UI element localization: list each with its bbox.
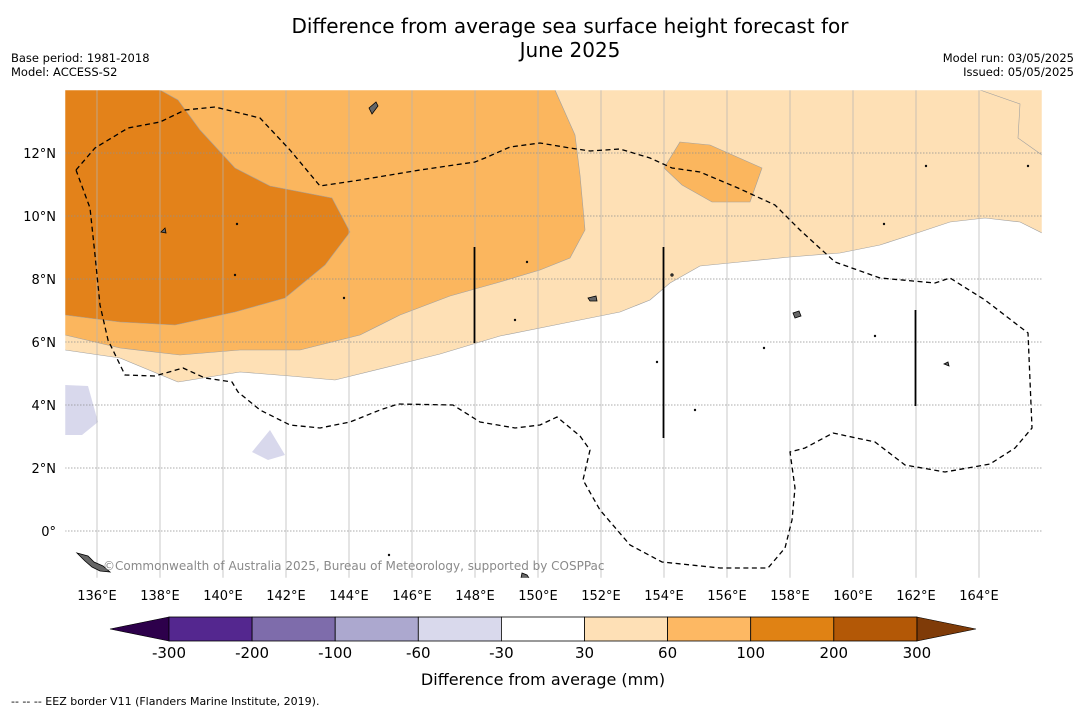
meta-right: Model run: 03/05/2025 Issued: 05/05/2025 [943,51,1074,79]
latitude-label: 10°N [23,210,56,225]
copyright-note: ©Commonwealth of Australia 2025, Bureau … [103,559,605,573]
longitude-label: 144°E [329,589,369,604]
anomaly-patch-medium [664,142,762,202]
contour-line [979,90,1042,156]
island [882,222,886,226]
island [342,296,346,300]
colorbar-label: Difference from average (mm) [421,670,665,689]
island [670,273,674,277]
model-name: Model: ACCESS-S2 [11,65,118,79]
colorbar-tick-label: 100 [736,644,765,662]
colorbar-cell [500,616,585,642]
longitude-label: 146°E [392,589,432,604]
colorbar-tick-label: -100 [318,644,352,662]
longitude-label: 136°E [77,589,117,604]
latitude-label: 6°N [32,336,57,351]
island [587,295,598,302]
colorbar-cell [334,616,419,642]
colorbar-tick-label: 60 [658,644,677,662]
colorbar-tick-label: 30 [575,644,594,662]
island [513,318,517,322]
colorbar-cell [833,616,918,642]
island [520,572,530,578]
island [160,227,167,234]
colorbar-cell [168,616,253,642]
latitude-label: 12°N [23,147,56,162]
longitude-label: 150°E [518,589,558,604]
longitude-label: 138°E [140,589,180,604]
colorbar-tick-label: -200 [235,644,269,662]
longitude-label: 148°E [455,589,495,604]
eez-borders [75,106,1033,569]
title-line-1: Difference from average sea surface heig… [291,14,849,38]
longitude-label: 158°E [770,589,810,604]
longitude-label: 142°E [266,589,306,604]
island [75,552,112,573]
anomaly-region-lavender-west [65,385,98,435]
colorbar: -300 -200 -100 -60 -30 30 60 100 200 300 Differen… [109,616,977,689]
eez-footnote: -- -- -- EEZ border V11 (Flanders Marine… [11,695,320,708]
contour-line [663,141,763,203]
island [873,334,877,338]
contour-line [65,90,351,326]
colorbar-tick-label: 200 [819,644,848,662]
colorbar-tick-labels: -300 -200 -100 -60 -30 30 60 100 200 300 [152,644,931,662]
longitude-label: 152°E [581,589,621,604]
island [693,408,697,412]
island [655,360,659,364]
colorbar-tick-label: -60 [406,644,431,662]
island [525,260,529,264]
island [924,164,928,168]
colorbar-under-arrow [109,616,170,642]
colorbar-cell [417,616,502,642]
island [387,553,391,557]
colorbar-cell [251,616,336,642]
colorbar-tick-label: 300 [903,644,932,662]
longitude-label: 156°E [707,589,747,604]
latitude-label: 2°N [32,462,57,477]
anomaly-region-dark [65,90,350,325]
gridlines [65,90,1042,578]
contour-line [65,217,1042,383]
anomaly-region-lavender-central [252,430,285,460]
island [368,101,379,115]
islands [75,101,1030,578]
colorbar-tick-label: -30 [489,644,514,662]
longitude-label: 162°E [896,589,936,604]
longitude-label: 164°E [959,589,999,604]
island [762,346,766,350]
island [1026,164,1030,168]
meta-left: Base period: 1981-2018 Model: ACCESS-S2 [11,51,150,79]
base-period: Base period: 1981-2018 [11,51,150,65]
map-frame [64,89,1043,579]
colorbar-cell [584,616,668,642]
eez-border-west [75,106,1033,569]
contour-line [65,90,586,356]
colorbar-cell [667,616,752,642]
island [792,310,802,319]
latitude-label: 0° [41,525,56,540]
colorbar-tick-label: -300 [152,644,186,662]
latitude-label: 4°N [32,399,57,414]
island [233,273,237,277]
island [943,361,950,367]
model-run: Model run: 03/05/2025 [942,51,1074,65]
island [235,222,239,226]
latitude-labels: 12°N 10°N 8°N 6°N 4°N 2°N 0° [23,147,56,540]
longitude-label: 154°E [644,589,684,604]
longitude-label: 160°E [833,589,873,604]
latitude-label: 8°N [32,273,57,288]
longitude-label: 140°E [203,589,243,604]
colorbar-cell [750,616,835,642]
map-title: Difference from average sea surface heig… [0,14,1085,62]
longitude-labels: 136°E 138°E 140°E 142°E 144°E 146°E 148°E 150°E… [77,589,999,604]
issued-date: Issued: 05/05/2025 [963,65,1074,79]
colorbar-over-arrow [916,616,977,642]
colorbar-cells [168,616,918,642]
map-area: ©Commonwealth of Australia 2025, Bureau … [65,90,1042,578]
title-line-2: June 2025 [519,38,621,62]
